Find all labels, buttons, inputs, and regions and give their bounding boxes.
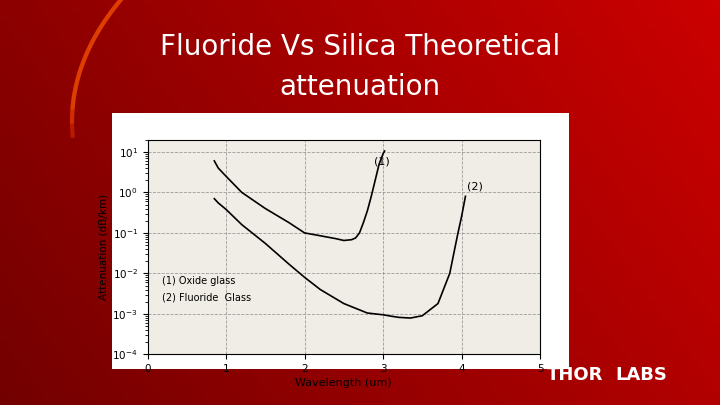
- Text: LABS: LABS: [616, 366, 667, 384]
- X-axis label: Wavelength (um): Wavelength (um): [295, 378, 392, 388]
- FancyBboxPatch shape: [112, 113, 569, 369]
- Text: (1): (1): [374, 156, 390, 166]
- Text: Fluoride Vs Silica Theoretical: Fluoride Vs Silica Theoretical: [160, 32, 560, 61]
- Text: (2) Fluoride  Glass: (2) Fluoride Glass: [162, 292, 251, 302]
- Y-axis label: Attenuation (dB/km): Attenuation (dB/km): [98, 194, 108, 300]
- Text: (2): (2): [467, 181, 483, 191]
- Text: THOR: THOR: [547, 366, 603, 384]
- Text: (1) Oxide glass: (1) Oxide glass: [162, 276, 235, 286]
- Text: attenuation: attenuation: [279, 73, 441, 101]
